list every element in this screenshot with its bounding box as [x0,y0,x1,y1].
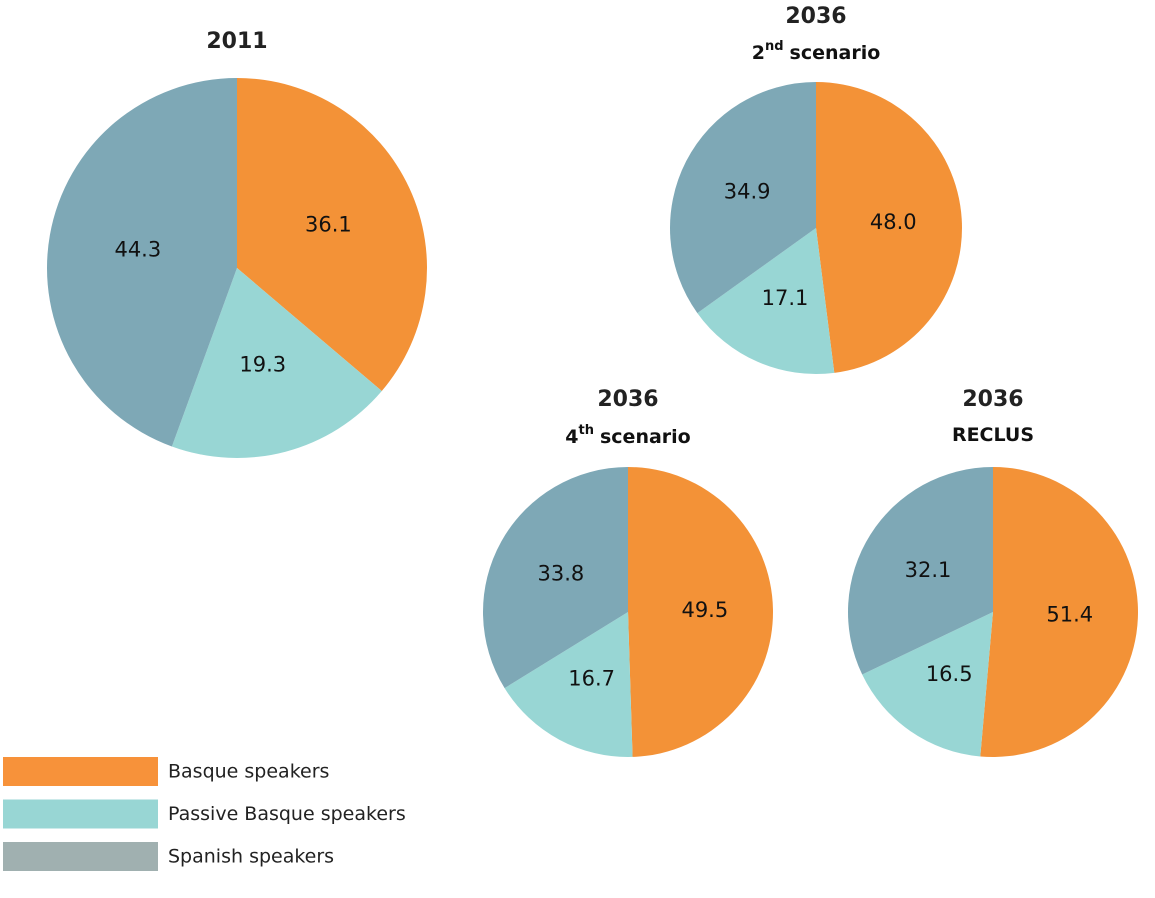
pie-slice [816,82,962,373]
pie-slice [670,82,816,314]
subtitle-suffix: th [579,423,594,438]
subtitle-text: RECLUS [952,424,1034,446]
legend-swatch [3,757,158,786]
pie-subtitle: 2nd scenario [752,39,881,64]
slice-label: 19.3 [239,352,286,376]
slice-label: 33.8 [538,562,585,586]
legend-swatch [3,799,158,829]
pie-slice [697,228,835,374]
slice-label: 32.1 [905,558,952,582]
legend-label: Passive Basque speakers [168,803,406,825]
subtitle-text: scenario [600,426,691,448]
pie-slice [482,467,628,689]
pie-slice [504,612,633,758]
pie-slice [628,467,774,757]
legend-label: Basque speakers [168,761,329,783]
slice-label: 36.1 [305,213,352,237]
pie-slice [848,467,993,675]
slice-label: 49.5 [681,598,728,622]
subtitle-number: 4 [565,426,578,448]
pie-title: 2036 [785,4,846,29]
pie-title: 2011 [206,29,267,54]
pie-slice [237,78,428,392]
pie-subtitle: RECLUS [952,424,1034,446]
pie-title: 2036 [962,387,1023,412]
pie-title: 2036 [597,387,658,412]
subtitle-text: scenario [790,42,881,64]
pie-slice [171,268,382,458]
slice-label: 34.9 [724,180,771,204]
slice-label: 16.7 [568,667,615,691]
slice-label: 51.4 [1046,602,1093,626]
slice-label: 17.1 [762,286,809,310]
slice-label: 16.5 [926,662,973,686]
legend-label: Spanish speakers [168,846,334,868]
pie-slice [980,467,1138,757]
pie-slice [46,77,237,447]
pie-slice [862,612,993,757]
slice-label: 44.3 [114,237,161,261]
legend-swatch [3,842,158,871]
subtitle-suffix: nd [765,39,784,54]
subtitle-number: 2 [752,42,765,64]
pie-subtitle: 4th scenario [565,423,690,448]
slice-label: 48.0 [870,210,917,234]
